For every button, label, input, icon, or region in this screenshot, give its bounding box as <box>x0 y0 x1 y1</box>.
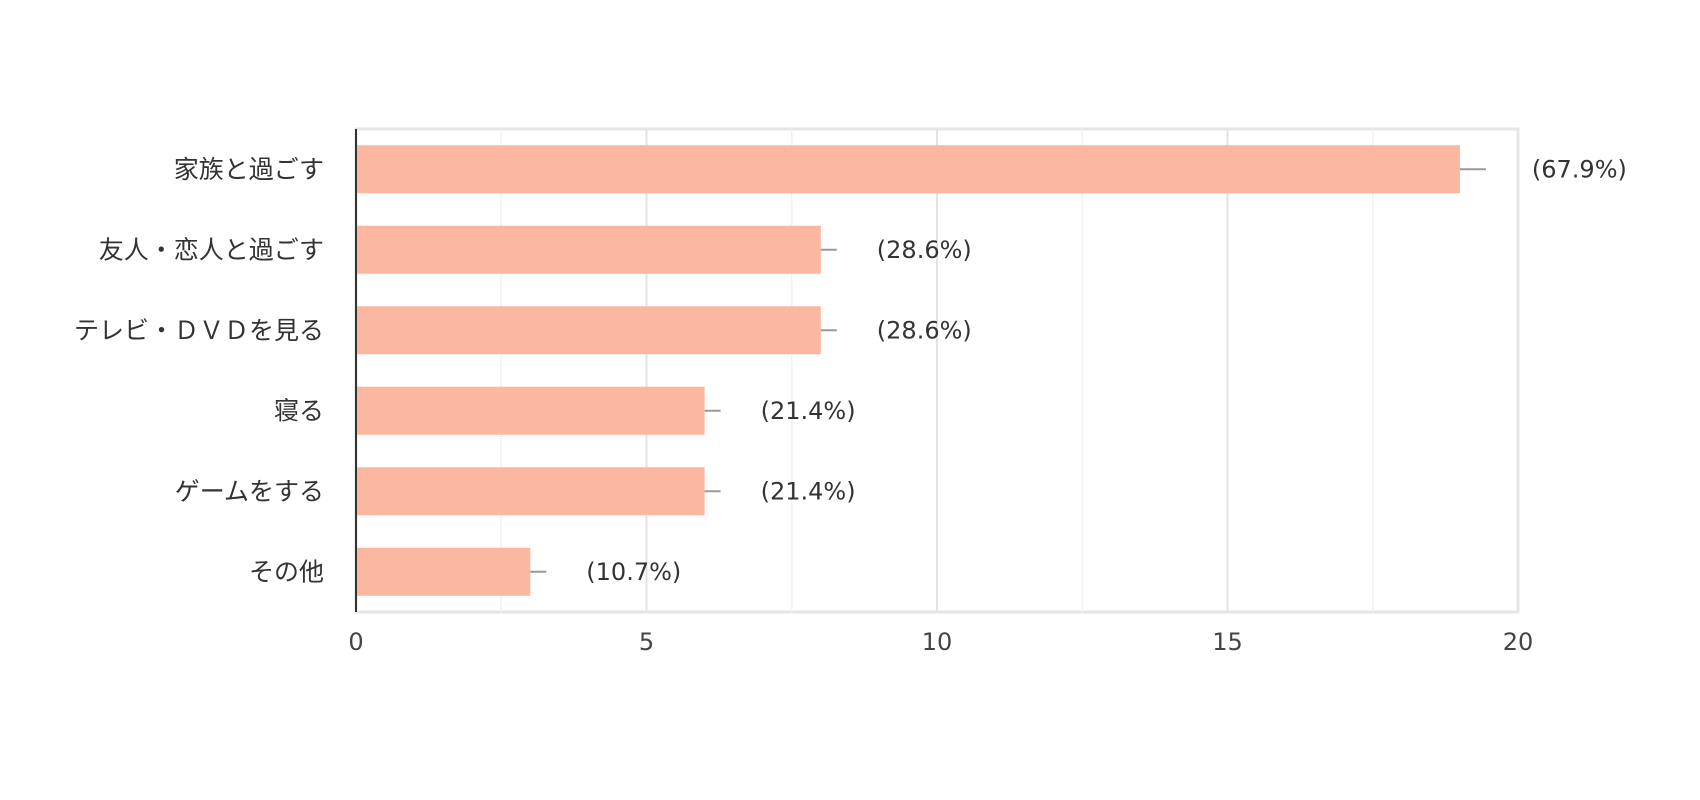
bar <box>356 145 1460 194</box>
gridlines <box>500 129 1374 612</box>
bar <box>356 225 821 274</box>
bar <box>356 467 705 516</box>
bar <box>356 306 821 355</box>
bars <box>356 145 1460 596</box>
bar-end-ticks <box>530 168 1486 573</box>
category-label: 友人・恋人と過ごす <box>99 235 324 264</box>
data-label: (21.4%) <box>761 477 856 505</box>
category-label: ゲームをする <box>175 477 324 506</box>
x-tick-label: 10 <box>922 628 953 656</box>
data-label: (28.6%) <box>877 316 972 344</box>
x-tick-label: 15 <box>1212 628 1243 656</box>
x-tick-label: 0 <box>348 628 363 656</box>
data-label: (10.7%) <box>586 558 681 586</box>
bar <box>356 386 705 435</box>
data-labels: (67.9%) (28.6%) (28.6%) (21.4%) (21.4%) (10.7… <box>586 155 1627 586</box>
category-label: その他 <box>249 557 324 586</box>
category-label: テレビ・ＤＶＤを見る <box>74 316 324 345</box>
category-label: 家族と過ごす <box>174 155 324 184</box>
data-label: (21.4%) <box>761 397 856 425</box>
data-label: (67.9%) <box>1532 155 1627 183</box>
data-label: (28.6%) <box>877 236 972 264</box>
bar <box>356 547 531 596</box>
x-tick-label: 20 <box>1503 628 1534 656</box>
x-tick-labels: 0 5 10 15 20 <box>348 628 1533 656</box>
category-label: 寝る <box>274 396 324 425</box>
x-tick-label: 5 <box>639 628 654 656</box>
